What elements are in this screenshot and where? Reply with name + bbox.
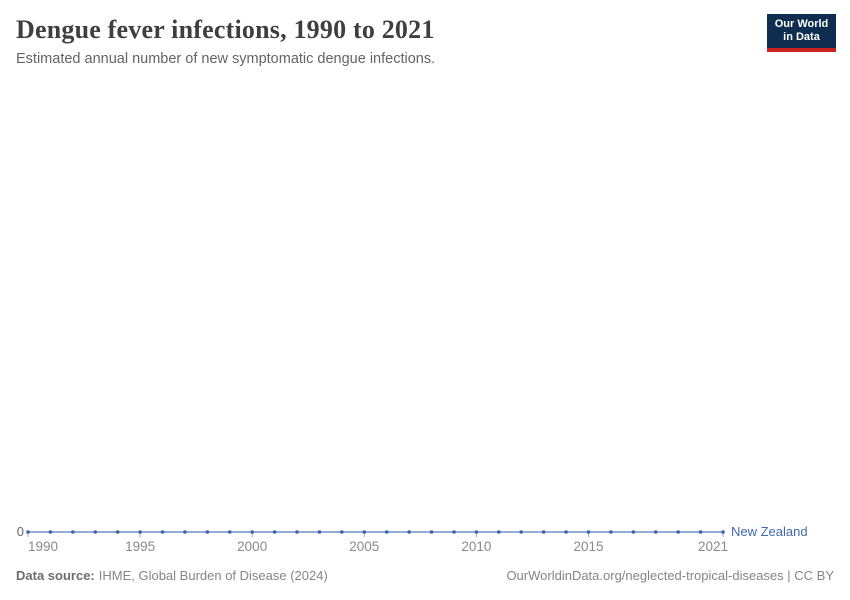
- data-point-1993[interactable]: [93, 530, 98, 534]
- data-point-1990[interactable]: [26, 530, 30, 534]
- data-point-1995[interactable]: [138, 530, 142, 534]
- x-tick-label-1995: 1995: [125, 539, 156, 554]
- data-point-2012[interactable]: [519, 530, 524, 534]
- data-point-1991[interactable]: [48, 530, 53, 534]
- data-point-1997[interactable]: [183, 530, 187, 534]
- page-title: Dengue fever infections, 1990 to 2021: [16, 15, 435, 44]
- data-point-2019[interactable]: [676, 530, 680, 534]
- data-source-value: IHME, Global Burden of Disease (2024): [98, 568, 328, 583]
- data-point-2000[interactable]: [250, 530, 254, 534]
- data-point-2007[interactable]: [407, 530, 411, 534]
- data-source-label: Data source:: [16, 568, 95, 583]
- data-point-2010[interactable]: [474, 530, 479, 534]
- chart-header: Dengue fever infections, 1990 to 2021 Es…: [16, 14, 736, 68]
- data-point-2004[interactable]: [340, 530, 344, 534]
- data-point-2011[interactable]: [497, 530, 501, 534]
- data-point-1994[interactable]: [115, 530, 120, 534]
- x-tick-label-2010: 2010: [461, 539, 492, 554]
- data-point-2014[interactable]: [564, 530, 568, 534]
- data-point-1996[interactable]: [160, 530, 165, 534]
- data-point-2002[interactable]: [295, 530, 299, 534]
- x-tick-label-1990: 1990: [28, 539, 59, 554]
- x-tick-label-2005: 2005: [349, 539, 380, 554]
- data-point-2006[interactable]: [384, 530, 389, 534]
- data-point-2015[interactable]: [586, 530, 591, 534]
- x-tick-label-2000: 2000: [237, 539, 268, 554]
- data-point-1998[interactable]: [205, 530, 210, 534]
- data-point-2021[interactable]: [721, 530, 725, 534]
- x-axis: 1990 1995 2000 2005 2010 2015 2021: [0, 539, 850, 555]
- data-point-2003[interactable]: [317, 530, 322, 534]
- data-point-2008[interactable]: [429, 530, 434, 534]
- data-point-1999[interactable]: [227, 530, 232, 534]
- data-point-2018[interactable]: [653, 530, 658, 534]
- data-point-2017[interactable]: [631, 530, 636, 534]
- data-point-2016[interactable]: [609, 530, 613, 534]
- credit-note: OurWorldinData.org/neglected-tropical-di…: [506, 568, 834, 583]
- data-point-2020[interactable]: [698, 530, 703, 534]
- data-point-2013[interactable]: [541, 530, 546, 534]
- page-subtitle: Estimated annual number of new symptomat…: [16, 51, 436, 67]
- series-label-new-zealand[interactable]: New Zealand: [731, 524, 808, 539]
- data-point-2009[interactable]: [452, 530, 456, 534]
- data-source-note: Data source: IHME, Global Burden of Disea…: [16, 568, 328, 583]
- owid-logo-line1: Our World: [774, 18, 829, 30]
- data-point-2005[interactable]: [362, 530, 367, 534]
- line-chart-plot[interactable]: [0, 502, 850, 560]
- x-tick-label-2021: 2021: [697, 539, 729, 554]
- data-point-2001[interactable]: [272, 530, 277, 534]
- owid-logo-line2: in Data: [783, 31, 820, 43]
- owid-logo[interactable]: Our World in Data: [767, 14, 836, 52]
- x-tick-label-2015: 2015: [573, 539, 604, 554]
- data-point-1992[interactable]: [71, 530, 75, 534]
- y-axis-zero-label: 0: [16, 524, 24, 539]
